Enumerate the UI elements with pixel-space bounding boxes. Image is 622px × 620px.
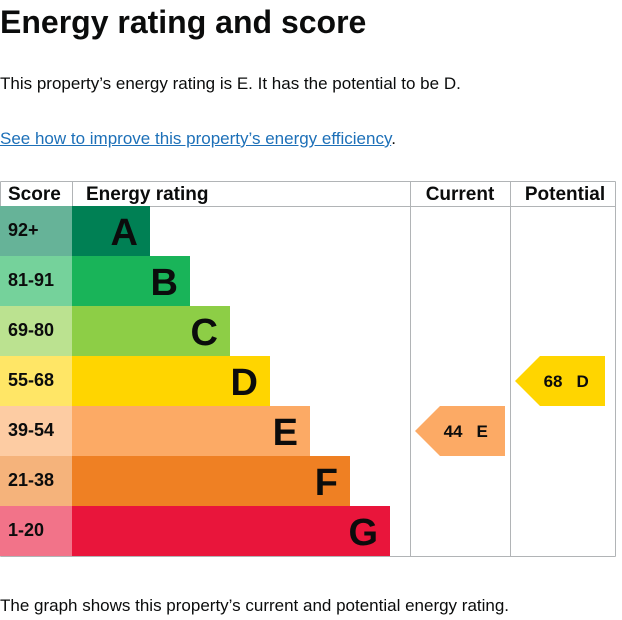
current-score-value: 44: [444, 422, 463, 441]
improve-efficiency-link[interactable]: See how to improve this property’s energ…: [0, 129, 392, 148]
header-energy-rating: Energy rating: [86, 184, 208, 205]
band-bar-a: [72, 206, 150, 256]
potential-rating-letter: D: [577, 372, 589, 391]
band-bar-e: [72, 406, 310, 456]
band-letter-e: E: [273, 412, 298, 454]
graph-description: The graph shows this property’s current …: [0, 596, 510, 615]
band-letter-f: F: [315, 462, 338, 504]
band-bar-d: [72, 356, 270, 406]
score-label-f: 21-38: [8, 470, 54, 490]
current-rating-letter: E: [477, 422, 488, 441]
band-letter-b: B: [151, 262, 178, 304]
band-letter-a: A: [111, 212, 138, 254]
score-label-e: 39-54: [8, 420, 54, 440]
potential-score-value: 68: [544, 372, 563, 391]
score-cell-a: [0, 206, 72, 256]
score-label-c: 69-80: [8, 320, 54, 340]
rating-arrows: 44 E 68 D: [415, 356, 605, 456]
score-cell-c: [0, 306, 72, 356]
score-cell-b: [0, 256, 72, 306]
score-cell-f: [0, 456, 72, 506]
score-cell-e: [0, 406, 72, 456]
current-arrow-shape: [415, 406, 505, 456]
score-cell-g: [0, 506, 72, 556]
header-score: Score: [8, 184, 61, 205]
score-label-b: 81-91: [8, 270, 54, 290]
potential-rating-arrow: 68 D: [515, 356, 605, 406]
header-current: Current: [426, 184, 495, 205]
band-bar-c: [72, 306, 230, 356]
score-label-d: 55-68: [8, 370, 54, 390]
potential-arrow-shape: [515, 356, 605, 406]
band-letter-g: G: [348, 512, 378, 554]
band-letter-c: C: [191, 312, 218, 354]
band-bar-f: [72, 456, 350, 506]
header-potential: Potential: [525, 184, 605, 205]
band-bar-b: [72, 256, 190, 306]
page-title: Energy rating and score: [0, 4, 367, 40]
band-letter-d: D: [231, 362, 258, 404]
rating-bands: 92+ A 81-91 B 69-80 C 55-68 D 39-54 E 21-38 F 1-20 G: [0, 206, 390, 556]
score-label-g: 1-20: [8, 520, 44, 540]
score-label-a: 92+: [8, 220, 39, 240]
score-cell-d: [0, 356, 72, 406]
band-bar-g: [72, 506, 390, 556]
improve-link-line: See how to improve this property’s energ…: [0, 127, 396, 151]
rating-summary: This property’s energy rating is E. It h…: [0, 74, 461, 93]
link-suffix: .: [391, 129, 396, 148]
current-rating-arrow: 44 E: [415, 406, 505, 456]
